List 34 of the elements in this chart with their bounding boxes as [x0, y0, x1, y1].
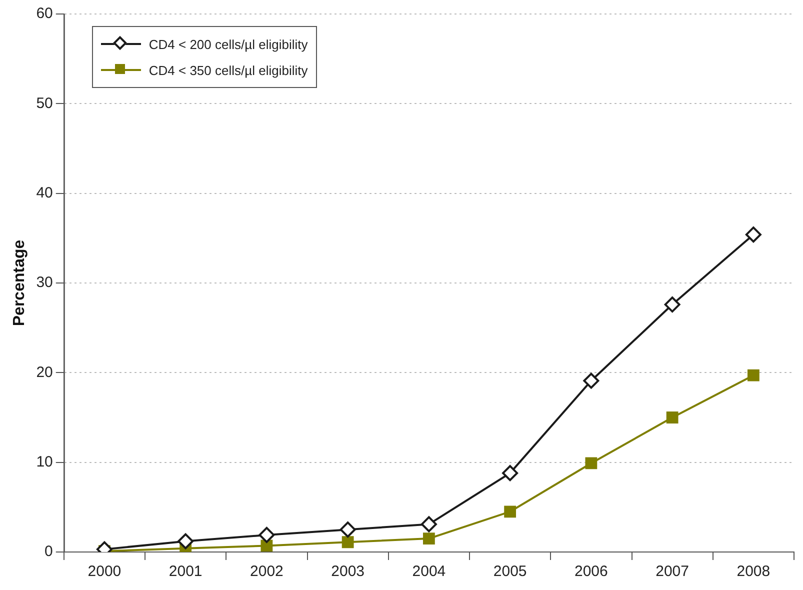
point — [342, 536, 354, 548]
point — [745, 226, 762, 243]
point — [666, 412, 678, 424]
point — [340, 522, 356, 538]
x-tick-label: 2008 — [736, 563, 770, 580]
point — [504, 506, 516, 518]
x-tick-label: 2005 — [493, 563, 527, 580]
x-tick-label: 2000 — [88, 563, 122, 580]
y-tick-label: 50 — [36, 94, 53, 112]
y-tick-label: 0 — [44, 543, 53, 560]
legend-label: CD4 < 200 cells/µl eligibility — [148, 36, 308, 52]
point — [178, 533, 194, 550]
point — [258, 526, 275, 543]
point — [260, 540, 273, 552]
x-tick-label: 2004 — [412, 563, 446, 580]
x-tick-label: 2007 — [656, 563, 689, 580]
x-tick-label: 2001 — [168, 563, 202, 580]
y-tick-label: 40 — [36, 184, 53, 202]
point — [664, 296, 680, 313]
point — [422, 532, 435, 544]
x-tick-label: 2006 — [574, 563, 608, 580]
point — [747, 369, 760, 382]
y-tick-label: 20 — [36, 364, 53, 381]
legend-label: CD4 < 350 cells/µl eligibility — [148, 62, 308, 78]
y-tick-label: 10 — [36, 453, 53, 470]
y-axis-title: Percentage — [11, 240, 28, 326]
y-tick-label: 30 — [36, 274, 53, 292]
point — [420, 516, 437, 532]
point — [585, 457, 598, 470]
point — [583, 372, 600, 389]
y-tick-label: 60 — [36, 5, 53, 22]
point — [502, 465, 518, 482]
x-tick-label: 2003 — [331, 563, 365, 580]
x-tick-label: 2002 — [250, 563, 284, 580]
